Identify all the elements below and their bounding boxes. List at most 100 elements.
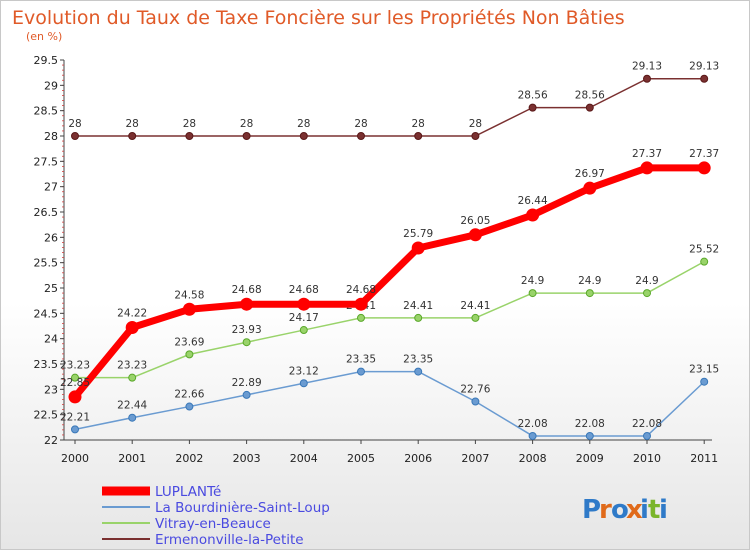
- data-point: [585, 103, 594, 112]
- data-label: 22.66: [174, 389, 204, 401]
- x-tick-label: 2001: [118, 452, 146, 465]
- data-point: [242, 132, 251, 140]
- x-tick-label: 2000: [61, 452, 89, 465]
- data-point: [411, 241, 425, 255]
- data-label: 29.13: [632, 61, 662, 73]
- logo-letter: i: [640, 495, 649, 525]
- data-label: 28: [183, 118, 196, 130]
- data-label: 22.89: [232, 377, 262, 389]
- data-point: [471, 313, 480, 322]
- x-tick-label: 2003: [233, 452, 261, 465]
- data-point: [357, 132, 365, 140]
- data-label: 24.41: [460, 300, 490, 312]
- data-label: 28: [354, 118, 367, 130]
- data-point: [700, 74, 709, 83]
- data-label: 22.76: [460, 383, 490, 395]
- data-point: [125, 321, 139, 335]
- data-point: [242, 390, 251, 399]
- data-label: 24.68: [289, 284, 319, 296]
- series-0: 22.85 24.22 24.58 24.68 24.68 24.68 25.79 26.05…: [60, 148, 719, 404]
- data-point: [585, 431, 594, 440]
- data-label: 24.22: [117, 308, 147, 320]
- data-label: 29.13: [689, 61, 719, 73]
- data-point: [414, 367, 423, 376]
- data-label: 28: [240, 118, 253, 130]
- data-label: 28.56: [518, 90, 548, 102]
- legend-label-1: La Bourdinière-Saint-Loup: [155, 500, 330, 516]
- data-label: 22.08: [518, 418, 548, 430]
- data-label: 24.9: [635, 275, 658, 287]
- series-layer: 28 28 28 28 28 28 28 28 28.56 28.56 29.13 29.13 23.2…: [60, 61, 719, 440]
- data-point: [640, 161, 654, 175]
- x-tick-label: 2008: [519, 452, 547, 465]
- data-label: 28.56: [575, 90, 605, 102]
- data-label: 23.35: [346, 354, 376, 366]
- data-label: 24.17: [289, 312, 319, 324]
- data-point: [471, 397, 480, 406]
- y-tick-label: 28: [44, 130, 58, 143]
- x-tick-label: 2004: [290, 452, 318, 465]
- data-point: [414, 313, 423, 322]
- data-label: 26.05: [460, 215, 490, 227]
- data-label: 23.93: [232, 324, 262, 336]
- data-point: [240, 297, 254, 311]
- data-point: [242, 338, 251, 347]
- logo-letter: t: [648, 495, 660, 525]
- y-tick-label: 23: [44, 383, 58, 396]
- series-2: 23.2323.2323.6923.9324.1724.4124.4124.41…: [60, 244, 719, 382]
- x-tick-label: 2010: [633, 452, 661, 465]
- data-point: [128, 132, 137, 140]
- proxiti-logo: Pr oxi ti: [582, 495, 668, 525]
- chart-title: Evolution du Taux de Taxe Foncière sur l…: [12, 7, 625, 29]
- data-label: 28: [297, 118, 310, 130]
- y-tick-label: 26: [44, 231, 58, 244]
- data-label: 28: [126, 118, 139, 130]
- y-tick-label: 27.5: [34, 155, 59, 168]
- data-point: [528, 103, 537, 112]
- data-point: [528, 431, 537, 440]
- data-label: 23.15: [689, 364, 719, 376]
- data-label: 24.9: [578, 275, 601, 287]
- data-point: [299, 379, 308, 388]
- y-tick-label: 29: [44, 79, 58, 92]
- data-label: 23.12: [289, 365, 319, 377]
- data-label: 22.44: [117, 400, 147, 412]
- legend-label-2: Vitray-en-Beauce: [155, 516, 271, 532]
- data-point: [68, 390, 82, 404]
- legend-label-3: Ermenonville-la-Petite: [155, 532, 304, 548]
- y-tick-label: 24: [44, 333, 58, 346]
- logo-letter: i: [659, 495, 668, 525]
- data-label: 22.85: [60, 377, 90, 389]
- data-label: 24.41: [403, 300, 433, 312]
- y-tick-label: 25.5: [34, 257, 59, 270]
- y-tick-label: 26.5: [34, 206, 59, 219]
- data-point: [299, 132, 308, 140]
- data-label: 23.23: [117, 360, 147, 372]
- data-label: 26.44: [518, 195, 548, 207]
- data-point: [585, 289, 594, 298]
- logo-letter: x: [626, 495, 643, 525]
- data-label: 28: [412, 118, 425, 130]
- data-label: 24.68: [232, 284, 262, 296]
- data-point: [128, 413, 137, 422]
- data-point: [471, 132, 480, 140]
- series-1: 22.21 22.44 22.66 22.89 23.12 23.35 23.35 22.76…: [60, 354, 719, 440]
- data-label: 24.58: [174, 289, 204, 301]
- data-label: 27.37: [632, 148, 662, 160]
- data-point: [700, 257, 709, 266]
- data-point: [297, 297, 311, 311]
- y-tick-label: 27: [44, 181, 58, 194]
- series-line: [71, 164, 708, 401]
- data-label: 25.52: [689, 244, 719, 256]
- data-label: 22.21: [60, 411, 90, 423]
- data-point: [357, 313, 365, 322]
- legend-label-0: LUPLANTé: [155, 484, 221, 500]
- data-label: 26.97: [575, 168, 605, 180]
- y-tick-label: 29.5: [34, 54, 59, 67]
- data-point: [357, 367, 365, 376]
- data-label: 23.35: [403, 354, 433, 366]
- data-label: 22.08: [632, 418, 662, 430]
- data-point: [71, 425, 79, 434]
- chart-subtitle: (en %): [26, 30, 62, 43]
